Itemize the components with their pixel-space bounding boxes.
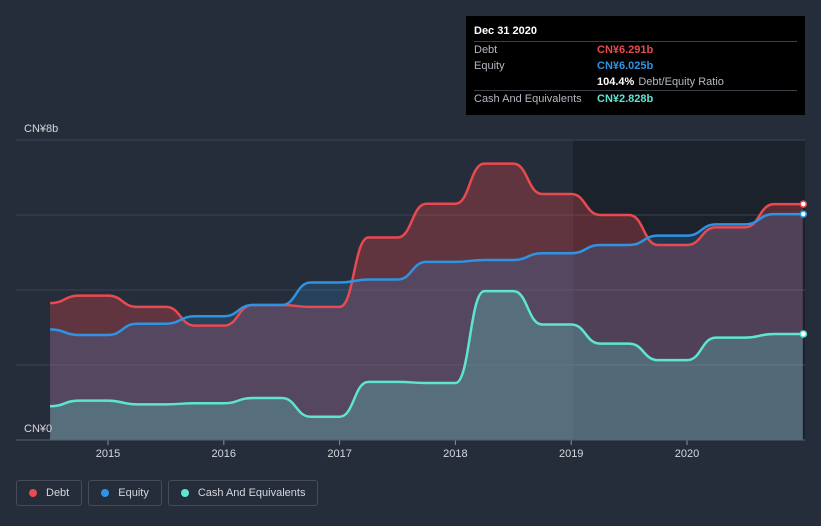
x-tick-label: 2016 bbox=[212, 448, 236, 460]
tooltip-cash-label: Cash And Equivalents bbox=[474, 93, 582, 105]
legend-label-equity: Equity bbox=[118, 487, 149, 499]
series-areas bbox=[50, 163, 803, 440]
x-tick-label: 2020 bbox=[675, 448, 699, 460]
tooltip-ratio-value: 104.4% bbox=[597, 76, 635, 88]
area-cash-and-equivalents bbox=[50, 291, 803, 440]
end-marker-debt bbox=[799, 200, 808, 208]
legend-item-debt[interactable]: Debt bbox=[16, 480, 83, 506]
x-tick-label: 2019 bbox=[559, 448, 583, 460]
tooltip-equity-value: CN¥6.025b bbox=[597, 60, 654, 72]
legend-label-debt: Debt bbox=[46, 487, 70, 499]
tooltip-debt-value: CN¥6.291b bbox=[597, 44, 654, 56]
legend-dot-equity-icon bbox=[101, 489, 110, 497]
legend-item-cash[interactable]: Cash And Equivalents bbox=[167, 480, 319, 506]
tooltip-row-equity: Equity CN¥6.025b bbox=[474, 58, 797, 74]
x-tick-label: 2015 bbox=[96, 448, 120, 460]
tooltip-debt-label: Debt bbox=[474, 44, 498, 56]
line-equity bbox=[50, 212, 803, 337]
line-cash-and-equivalents bbox=[50, 289, 803, 418]
x-axis-ticks: 2015 2016 2017 2018 2019 2020 bbox=[16, 439, 805, 460]
end-marker-cash-and-equivalents bbox=[799, 330, 808, 338]
tooltip-row-ratio: 104.4% Debt/Equity Ratio bbox=[474, 74, 797, 91]
tooltip-panel: Dec 31 2020 Debt CN¥6.291b Equity CN¥6.0… bbox=[466, 16, 805, 115]
end-marker-equity bbox=[799, 210, 808, 218]
tooltip-row-cash: Cash And Equivalents CN¥2.828b bbox=[474, 91, 797, 107]
line-debt bbox=[50, 162, 803, 327]
series-end-markers bbox=[799, 200, 808, 338]
legend-item-equity[interactable]: Equity bbox=[88, 480, 162, 506]
area-debt bbox=[50, 163, 803, 440]
x-tick-label: 2018 bbox=[443, 448, 467, 460]
y-tick-label: CN¥8b bbox=[24, 123, 58, 135]
area-equity bbox=[50, 214, 803, 440]
x-tick-label: 2017 bbox=[327, 448, 351, 460]
tooltip-date: Dec 31 2020 bbox=[474, 24, 797, 42]
tooltip-row-debt: Debt CN¥6.291b bbox=[474, 42, 797, 58]
y-axis-ticks: CN¥8b CN¥0 bbox=[24, 123, 58, 435]
y-tick-label: CN¥0 bbox=[24, 423, 52, 435]
tooltip-equity-label: Equity bbox=[474, 60, 505, 72]
tooltip-cash-value: CN¥2.828b bbox=[597, 93, 654, 105]
legend-dot-debt-icon bbox=[29, 489, 37, 497]
legend-dot-cash-icon bbox=[180, 489, 189, 497]
series-lines bbox=[50, 162, 803, 418]
tooltip-ratio-label: Debt/Equity Ratio bbox=[638, 76, 724, 88]
legend-label-cash: Cash And Equivalents bbox=[197, 487, 306, 499]
chart-legend: Debt Equity Cash And Equivalents bbox=[16, 480, 319, 506]
